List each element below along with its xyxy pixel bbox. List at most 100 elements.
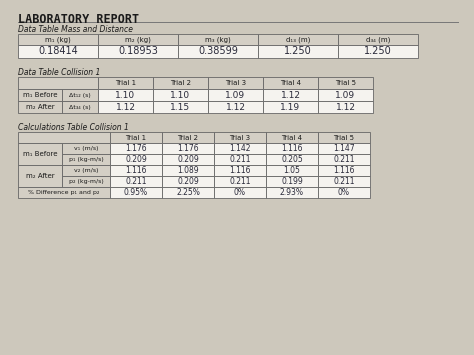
Text: Trial 5: Trial 5: [334, 135, 355, 141]
Text: v₁ (m/s): v₁ (m/s): [74, 146, 98, 151]
Bar: [110, 187, 162, 198]
Bar: [18, 101, 62, 113]
Text: d₁₃ (m): d₁₃ (m): [286, 36, 310, 43]
Text: d₃₄ (m): d₃₄ (m): [366, 36, 390, 43]
Bar: [208, 89, 263, 101]
Text: m₃ (kg): m₃ (kg): [205, 36, 231, 43]
Bar: [263, 101, 318, 113]
Text: 2.93%: 2.93%: [280, 188, 304, 197]
Text: 0.209: 0.209: [125, 155, 147, 164]
Bar: [98, 77, 153, 89]
Bar: [214, 176, 266, 187]
Bar: [162, 143, 214, 154]
Bar: [110, 165, 162, 176]
Text: Trial 1: Trial 1: [115, 80, 136, 86]
Bar: [318, 101, 373, 113]
Text: 1.10: 1.10: [171, 91, 191, 99]
Text: 0.209: 0.209: [177, 177, 199, 186]
Text: Calculations Table Collision 1: Calculations Table Collision 1: [18, 123, 129, 132]
Text: Trial 2: Trial 2: [170, 80, 191, 86]
Bar: [153, 89, 208, 101]
Bar: [18, 165, 62, 187]
Text: 1.10: 1.10: [116, 91, 136, 99]
Bar: [266, 176, 318, 187]
Bar: [110, 154, 162, 165]
Bar: [162, 165, 214, 176]
Text: % Difference p₁ and p₂: % Difference p₁ and p₂: [28, 190, 100, 195]
Text: p₂ (kg-m/s): p₂ (kg-m/s): [69, 179, 103, 184]
Text: p₁ (kg-m/s): p₁ (kg-m/s): [69, 157, 103, 162]
Text: 0.211: 0.211: [333, 177, 355, 186]
Text: 1.147: 1.147: [333, 144, 355, 153]
Bar: [318, 154, 370, 165]
Text: Trial 4: Trial 4: [280, 80, 301, 86]
Bar: [214, 187, 266, 198]
Bar: [162, 132, 214, 143]
Text: 0.205: 0.205: [281, 155, 303, 164]
Text: Trial 3: Trial 3: [229, 135, 251, 141]
Bar: [178, 34, 258, 45]
Text: 1.12: 1.12: [281, 91, 301, 99]
Bar: [162, 176, 214, 187]
Text: m₁ (kg): m₁ (kg): [45, 36, 71, 43]
Text: 1.12: 1.12: [226, 103, 246, 111]
Text: 0%: 0%: [234, 188, 246, 197]
Text: Δt₁₂ (s): Δt₁₂ (s): [69, 93, 91, 98]
Bar: [338, 45, 418, 58]
Text: 0.18953: 0.18953: [118, 47, 158, 56]
Text: 1.05: 1.05: [283, 166, 301, 175]
Text: 0.211: 0.211: [229, 177, 251, 186]
Text: m₂ After: m₂ After: [26, 104, 55, 110]
Bar: [263, 77, 318, 89]
Text: Trial 2: Trial 2: [177, 135, 199, 141]
Bar: [18, 77, 98, 89]
Bar: [318, 132, 370, 143]
Bar: [62, 154, 110, 165]
Text: 1.116: 1.116: [125, 166, 147, 175]
Bar: [266, 187, 318, 198]
Bar: [18, 143, 62, 165]
Text: 1.15: 1.15: [171, 103, 191, 111]
Text: Trial 4: Trial 4: [282, 135, 302, 141]
Text: 1.12: 1.12: [336, 103, 356, 111]
Bar: [318, 77, 373, 89]
Text: Δt₃₄ (s): Δt₃₄ (s): [69, 104, 91, 109]
Text: m₂ After: m₂ After: [26, 173, 55, 179]
Bar: [258, 45, 338, 58]
Text: 1.142: 1.142: [229, 144, 251, 153]
Bar: [214, 132, 266, 143]
Text: 1.089: 1.089: [177, 166, 199, 175]
Text: 1.116: 1.116: [333, 166, 355, 175]
Text: 1.250: 1.250: [364, 47, 392, 56]
Bar: [62, 165, 110, 176]
Bar: [263, 89, 318, 101]
Bar: [153, 77, 208, 89]
Bar: [18, 45, 98, 58]
Text: 2.25%: 2.25%: [176, 188, 200, 197]
Bar: [110, 176, 162, 187]
Bar: [214, 154, 266, 165]
Text: 0.211: 0.211: [229, 155, 251, 164]
Text: 1.12: 1.12: [116, 103, 136, 111]
Text: 1.176: 1.176: [177, 144, 199, 153]
Text: 1.09: 1.09: [336, 91, 356, 99]
Text: 1.176: 1.176: [125, 144, 147, 153]
Text: 0.18414: 0.18414: [38, 47, 78, 56]
Text: Trial 1: Trial 1: [126, 135, 146, 141]
Bar: [318, 187, 370, 198]
Text: Data Table Mass and Distance: Data Table Mass and Distance: [18, 25, 133, 34]
Bar: [266, 165, 318, 176]
Text: 0.38599: 0.38599: [198, 47, 238, 56]
Text: m₂ (kg): m₂ (kg): [125, 36, 151, 43]
Text: 1.116: 1.116: [281, 144, 303, 153]
Bar: [266, 143, 318, 154]
Bar: [266, 132, 318, 143]
Text: Trial 3: Trial 3: [225, 80, 246, 86]
Text: 1.19: 1.19: [281, 103, 301, 111]
Bar: [162, 154, 214, 165]
Text: 1.250: 1.250: [284, 47, 312, 56]
Bar: [318, 143, 370, 154]
Bar: [153, 101, 208, 113]
Bar: [208, 101, 263, 113]
Bar: [266, 154, 318, 165]
